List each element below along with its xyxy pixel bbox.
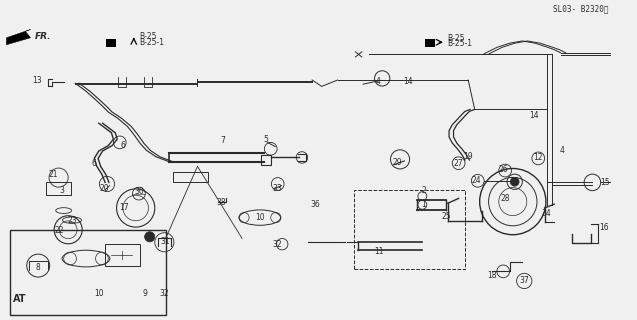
Text: 10: 10	[94, 289, 104, 298]
Text: 15: 15	[600, 178, 610, 187]
Circle shape	[510, 177, 519, 186]
Text: 32: 32	[159, 289, 169, 298]
Text: 33: 33	[272, 184, 282, 193]
Text: 6: 6	[120, 141, 125, 150]
Text: 20: 20	[99, 184, 109, 193]
Text: 4: 4	[375, 77, 380, 86]
Text: 22: 22	[55, 226, 64, 235]
Text: 2: 2	[421, 186, 426, 195]
Text: 16: 16	[599, 223, 609, 232]
Text: SL03- B2320⒑: SL03- B2320⒑	[553, 4, 608, 13]
Text: 7: 7	[220, 136, 225, 145]
Text: 19: 19	[463, 152, 473, 161]
Text: 31: 31	[161, 237, 171, 246]
Text: 18: 18	[488, 271, 497, 280]
Text: 35: 35	[510, 177, 520, 186]
Text: AT: AT	[13, 294, 26, 304]
Text: 17: 17	[119, 204, 129, 212]
Text: 36: 36	[310, 200, 320, 209]
Text: B-25: B-25	[447, 34, 464, 43]
Text: 37: 37	[519, 276, 529, 285]
Text: 38: 38	[217, 198, 227, 207]
Text: 8: 8	[36, 263, 41, 272]
Text: 32: 32	[272, 240, 282, 249]
Bar	[10, 230, 166, 315]
Text: 3: 3	[59, 186, 64, 195]
Bar	[425, 39, 435, 47]
Text: B-25-1: B-25-1	[447, 39, 472, 48]
Text: 28: 28	[501, 194, 510, 203]
Text: 14: 14	[529, 111, 539, 120]
Text: 26: 26	[498, 165, 508, 174]
Text: 10: 10	[255, 213, 265, 222]
Text: 4: 4	[560, 146, 565, 155]
Text: 12: 12	[534, 153, 543, 162]
Text: 25: 25	[441, 212, 451, 221]
Polygon shape	[6, 29, 31, 45]
Text: 13: 13	[32, 76, 42, 84]
Text: 30: 30	[134, 188, 144, 196]
Bar	[261, 155, 271, 165]
Text: 27: 27	[454, 159, 464, 168]
Text: 9: 9	[143, 289, 148, 298]
Text: 14: 14	[403, 77, 413, 86]
Text: 5: 5	[264, 135, 269, 144]
Text: 21: 21	[48, 170, 57, 179]
Text: B-25-1: B-25-1	[139, 38, 164, 47]
Circle shape	[145, 232, 155, 242]
Text: B-25: B-25	[139, 32, 156, 41]
Text: 34: 34	[541, 209, 552, 218]
Text: 1: 1	[421, 200, 426, 209]
Text: 11: 11	[375, 247, 383, 256]
Text: 23: 23	[67, 216, 77, 225]
Text: FR.: FR.	[35, 32, 52, 41]
Bar	[173, 172, 208, 182]
Bar	[105, 244, 140, 266]
Text: 24: 24	[471, 176, 482, 185]
Bar	[106, 39, 117, 47]
Bar	[354, 190, 465, 269]
Text: 29: 29	[392, 158, 402, 167]
Bar	[46, 182, 71, 195]
Text: 6: 6	[92, 159, 97, 168]
